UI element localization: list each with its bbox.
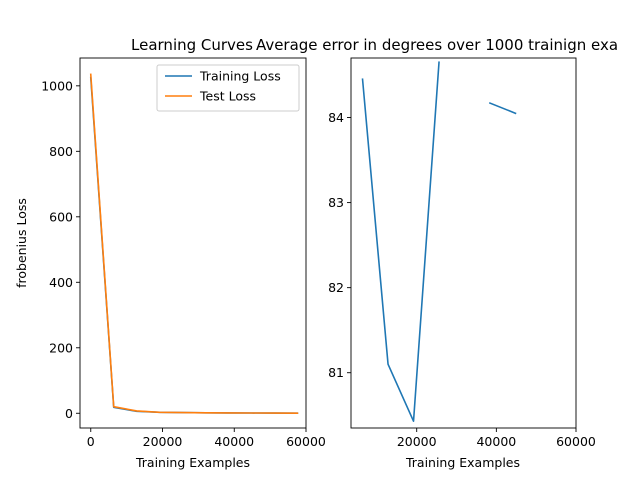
plot-area bbox=[351, 58, 576, 428]
y-tick-label: 800 bbox=[49, 144, 73, 159]
y-tick-label: 1000 bbox=[41, 78, 73, 93]
x-tick-label: 0 bbox=[87, 434, 95, 449]
x-tick-label: 20000 bbox=[143, 434, 183, 449]
x-axis-label: Training Examples bbox=[405, 455, 520, 470]
legend: Training Loss Test Loss bbox=[156, 64, 300, 112]
x-tick-label: 40000 bbox=[214, 434, 254, 449]
legend-label: Test Loss bbox=[199, 89, 256, 104]
x-tick-label: 20000 bbox=[397, 434, 437, 449]
y-tick-label: 400 bbox=[49, 275, 73, 290]
series-line-1 bbox=[89, 73, 299, 414]
plot-frame bbox=[79, 57, 307, 429]
x-axis-label: Training Examples bbox=[135, 455, 250, 470]
chart-title: Average error in degrees over 1000 train… bbox=[256, 36, 618, 54]
chart-title: Learning Curves bbox=[131, 36, 253, 54]
y-tick-label: 83 bbox=[328, 195, 344, 210]
x-tick-label: 40000 bbox=[476, 434, 516, 449]
average-error-chart: Average error in degrees over 1000 train… bbox=[256, 36, 618, 470]
plot-frame bbox=[350, 57, 577, 429]
series-line-0 bbox=[361, 61, 517, 422]
x-tick-label: 60000 bbox=[556, 434, 596, 449]
y-axis-label: frobenius Loss bbox=[14, 198, 29, 288]
y-tick-label: 200 bbox=[49, 340, 73, 355]
y-tick-label: 81 bbox=[328, 365, 344, 380]
x-tick-label: 60000 bbox=[286, 434, 326, 449]
y-tick-label: 82 bbox=[328, 280, 344, 295]
plot-area bbox=[80, 58, 306, 428]
y-tick-label: 600 bbox=[49, 209, 73, 224]
y-tick-label: 0 bbox=[65, 406, 73, 421]
legend-box bbox=[156, 64, 300, 112]
learning-curves-chart: Learning Curves 0 20000 40000 60000 0 200 400 6… bbox=[14, 36, 326, 470]
legend-label: Training Loss bbox=[199, 69, 281, 84]
y-tick-label: 84 bbox=[328, 110, 344, 125]
